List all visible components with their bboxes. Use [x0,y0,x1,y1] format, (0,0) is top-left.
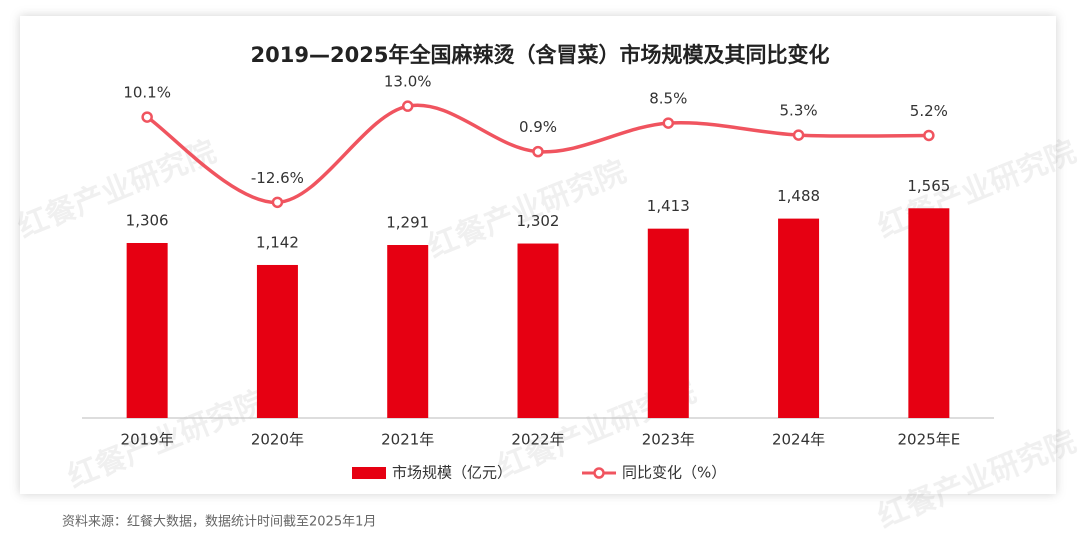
x-tick-label: 2024年 [772,431,825,449]
line-value-label: 0.9% [519,118,557,136]
line-point [532,145,544,158]
bar [387,245,429,418]
legend-label: 同比变化（%） [622,464,726,482]
line-value-label: 10.1% [123,84,171,102]
x-tick-label: 2019年 [121,431,174,449]
legend-swatch [593,467,605,479]
line-point [923,129,935,142]
bar-value-label: 1,306 [126,211,169,229]
bar [908,208,950,418]
x-tick-label: 2023年 [642,431,695,449]
line-point [401,100,414,112]
bar-value-label: 1,142 [256,233,299,251]
bar-value-label: 1,302 [517,212,560,230]
bar [126,242,168,418]
bar-value-label: 1,488 [777,187,820,205]
line-point [141,111,153,123]
bar [256,264,298,418]
bar [647,228,689,418]
line-point [662,117,675,129]
line-value-label: 8.5% [649,90,687,108]
x-tick-label: 2021年 [381,431,434,449]
line-value-label: -12.6% [251,169,304,187]
bar [517,243,559,418]
x-tick-label: 2022年 [511,431,564,449]
legend-swatch [352,467,386,479]
bar-value-label: 1,291 [386,214,429,232]
line-value-label: 5.3% [780,102,818,120]
line-value-label: 5.2% [910,102,948,120]
bar-value-label: 1,565 [907,177,950,195]
x-tick-label: 2025年E [898,431,961,449]
line-point [271,196,284,209]
chart-title: 2019—2025年全国麻辣烫（含冒菜）市场规模及其同比变化 [251,43,830,67]
line-value-label: 13.0% [384,73,432,91]
legend-label: 市场规模（亿元） [392,464,512,482]
x-tick-label: 2020年 [251,431,304,449]
source-note: 资料来源：红餐大数据，数据统计时间截至2025年1月 [62,514,376,530]
line-point [792,129,805,141]
bar [778,218,820,418]
bar-value-label: 1,413 [647,197,690,215]
